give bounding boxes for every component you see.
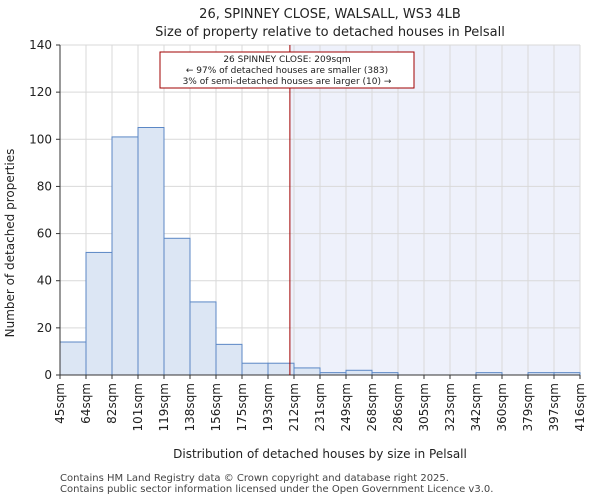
bar-119sqm [163,237,191,376]
bar-138sqm [189,301,217,376]
footer-copyright: Contains HM Land Registry data © Crown c… [60,473,449,484]
x-tick-label-175sqm: 175sqm [235,383,249,431]
y-tick-label-120: 120 [29,85,52,99]
annotation-line2: ← 97% of detached houses are smaller (38… [186,66,388,76]
x-tick-label-286sqm: 286sqm [391,383,405,431]
x-tick-label-397sqm: 397sqm [547,383,561,431]
x-tick-label-231sqm: 231sqm [313,383,327,431]
bar-101sqm [137,127,165,376]
y-tick-label-100: 100 [29,132,52,146]
annotation-frame [159,51,415,89]
y-tick-label-60: 60 [37,227,52,241]
bar-175sqm [241,362,269,376]
x-tick-label-249sqm: 249sqm [339,383,353,431]
bar-82sqm [111,136,139,376]
footer-licence: Contains public sector information licen… [60,484,494,495]
y-tick-label-80: 80 [37,179,52,193]
bar-249sqm [345,369,373,376]
x-tick-label-323sqm: 323sqm [443,383,457,431]
chart-title-line1: 26, SPINNEY CLOSE, WALSALL, WS3 4LB [199,7,461,22]
bar-45sqm [59,341,87,376]
x-tick-label-101sqm: 101sqm [131,383,145,431]
x-tick-label-268sqm: 268sqm [365,383,379,431]
y-tick-label-20: 20 [37,321,52,335]
bar-212sqm [293,367,321,376]
y-tick-label-140: 140 [29,38,52,52]
x-axis-label: Distribution of detached houses by size … [173,447,467,461]
x-tick-label-45sqm: 45sqm [53,383,67,424]
chart-title-line2: Size of property relative to detached ho… [155,25,505,40]
x-tick-label-360sqm: 360sqm [495,383,509,431]
x-tick-label-138sqm: 138sqm [183,383,197,431]
x-tick-label-212sqm: 212sqm [287,383,301,431]
x-tick-label-64sqm: 64sqm [79,383,93,424]
annotation-line1: 26 SPINNEY CLOSE: 209sqm [223,55,350,65]
y-tick-label-0: 0 [44,368,52,382]
bar-64sqm [85,251,113,376]
x-tick-label-379sqm: 379sqm [521,383,535,431]
x-tick-label-82sqm: 82sqm [105,383,119,424]
x-tick-label-416sqm: 416sqm [573,383,587,431]
x-tick-label-156sqm: 156sqm [209,383,223,431]
annotation-box: 26 SPINNEY CLOSE: 209sqm ← 97% of detach… [159,51,415,89]
x-tick-label-193sqm: 193sqm [261,383,275,431]
x-tick-label-305sqm: 305sqm [417,383,431,431]
annotation-line3: 3% of semi-detached houses are larger (1… [183,77,392,87]
y-tick-label-40: 40 [37,274,52,288]
x-tick-label-342sqm: 342sqm [469,383,483,431]
y-axis-label: Number of detached properties [3,149,17,338]
larger-region-shade [289,45,580,375]
bar-156sqm [215,343,243,376]
x-tick-label-119sqm: 119sqm [157,383,171,431]
